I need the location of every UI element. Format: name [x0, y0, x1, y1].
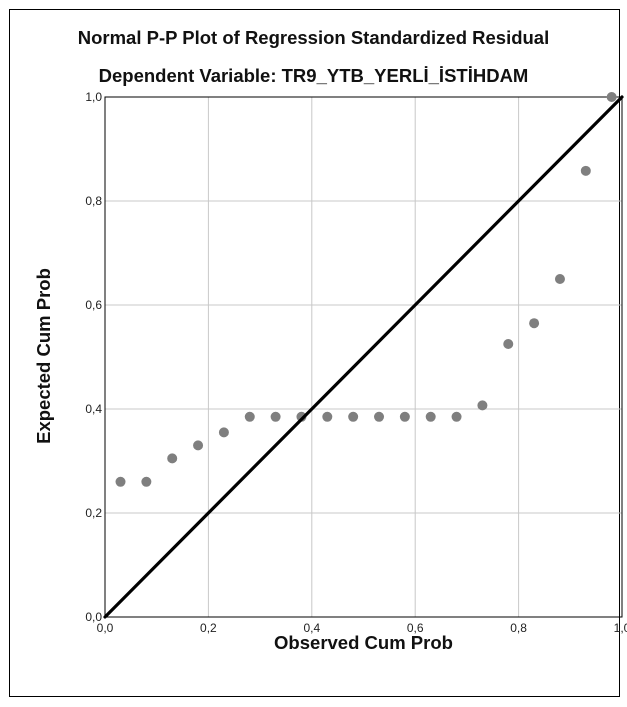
data-point [451, 411, 462, 422]
data-point [425, 411, 436, 422]
data-point [477, 400, 488, 411]
data-point [244, 411, 255, 422]
data-point [322, 411, 333, 422]
data-point [167, 453, 178, 464]
x-tick-label: 0,8 [510, 621, 527, 635]
x-tick-labels: 0,0 0,2 0,4 0,6 0,8 1,0 [97, 621, 627, 635]
y-tick-label: 0,8 [85, 194, 102, 208]
data-point [580, 165, 591, 176]
x-tick-label: 0,4 [303, 621, 320, 635]
data-point [529, 318, 540, 329]
grid-lines [105, 97, 622, 617]
y-tick-label: 0,0 [85, 610, 102, 624]
y-tick-label: 0,2 [85, 506, 102, 520]
x-axis-label: Observed Cum Prob [274, 632, 453, 653]
x-tick-label: 1,0 [614, 621, 627, 635]
data-point [296, 411, 307, 422]
y-tick-label: 0,4 [85, 402, 102, 416]
data-point [141, 476, 152, 487]
data-point [193, 440, 204, 451]
data-point [218, 427, 229, 438]
data-point [554, 274, 565, 284]
plot-area [104, 96, 623, 618]
data-point [503, 339, 514, 349]
y-tick-label: 1,0 [85, 90, 102, 104]
data-point [270, 411, 281, 422]
data-points [115, 92, 617, 487]
y-tick-labels: 0,0 0,2 0,4 0,6 0,8 1,0 [85, 90, 102, 624]
x-tick-label: 0,0 [97, 621, 114, 635]
data-point [374, 411, 385, 422]
y-tick-label: 0,6 [85, 298, 102, 312]
reference-line [103, 95, 624, 619]
y-axis-label: Expected Cum Prob [33, 268, 54, 444]
data-point [348, 411, 359, 422]
chart-subtitle: Dependent Variable: TR9_YTB_YERLİ_İSTİHD… [98, 65, 529, 86]
x-tick-label: 0,2 [200, 621, 217, 635]
data-point [399, 411, 410, 422]
data-point [115, 476, 126, 487]
data-point [606, 92, 617, 102]
x-tick-label: 0,6 [407, 621, 424, 635]
chart-title: Normal P-P Plot of Regression Standardiz… [77, 27, 550, 48]
